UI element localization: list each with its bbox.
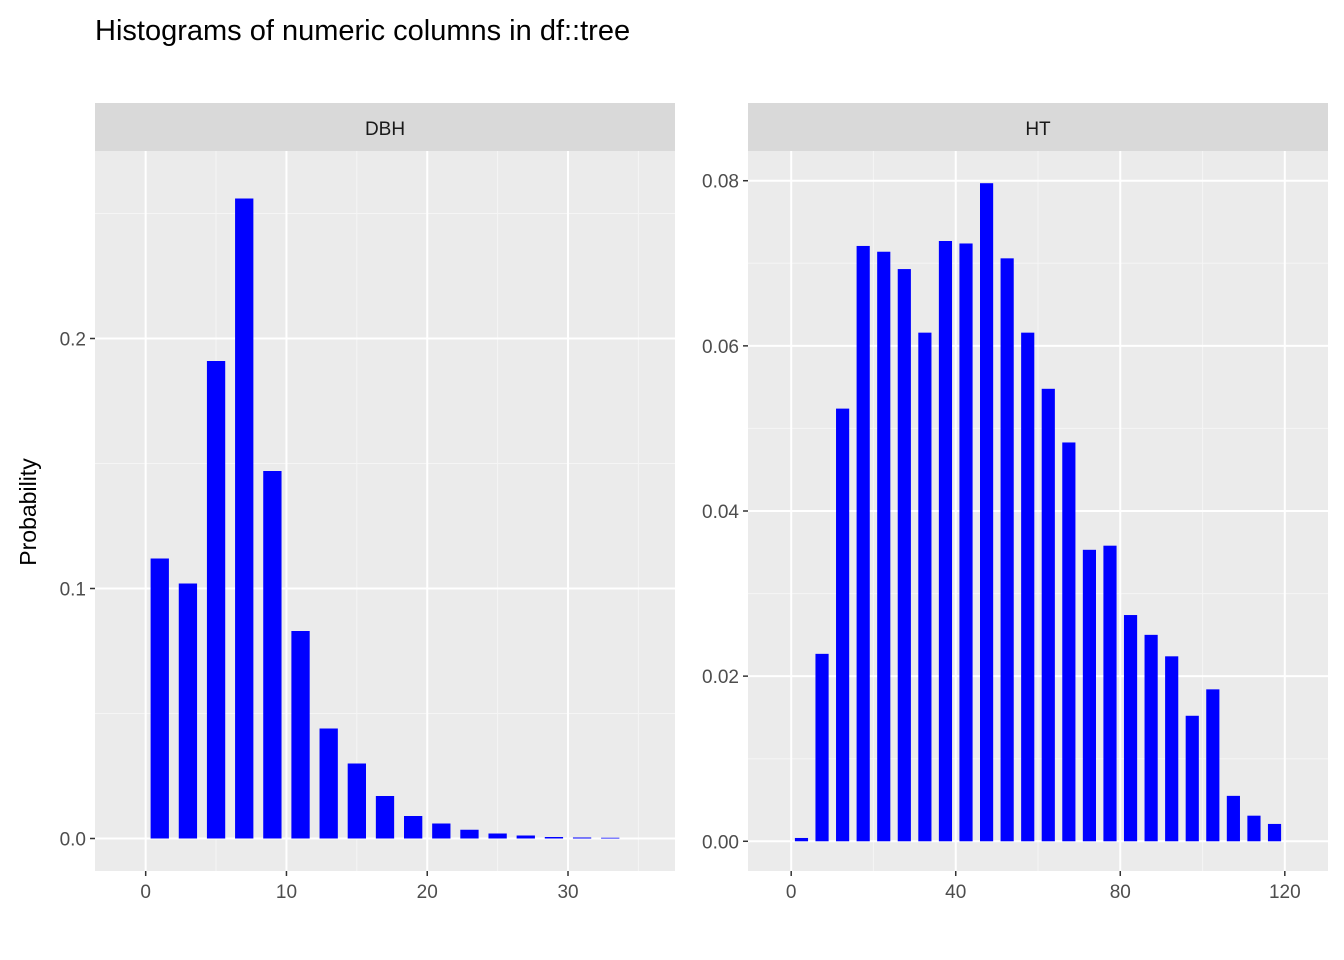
y-tick-label: 0.08 [702, 172, 739, 193]
histogram-bar [206, 361, 226, 839]
histogram-bar [1185, 715, 1199, 842]
histogram-bar [938, 241, 953, 842]
x-tick-label: 30 [557, 882, 578, 903]
histogram-bar [235, 198, 254, 839]
histogram-bar [404, 816, 423, 839]
histogram-bar [178, 583, 198, 839]
histogram-bar [1062, 442, 1076, 842]
chart-title: Histograms of numeric columns in df::tre… [95, 15, 630, 47]
bar-series [794, 183, 1282, 842]
histogram-bar [263, 471, 282, 839]
histogram-bar [1123, 615, 1138, 842]
x-tick-label: 0 [140, 882, 151, 903]
gridlines [748, 151, 1328, 871]
facet-strip [95, 103, 675, 151]
x-tick-label: 120 [1269, 882, 1301, 903]
facet-panel-ht: HT 0 40 80 120 0.00 0.02 0.04 0.06 0.08 [702, 103, 1328, 903]
histogram-bar [544, 837, 564, 839]
histogram-bar [1165, 656, 1179, 842]
histogram-bar [1144, 634, 1158, 842]
histogram-bar [1041, 388, 1055, 842]
x-tick-label: 40 [945, 882, 966, 903]
histogram-bar [1247, 815, 1261, 842]
y-tick-label: 0.1 [60, 580, 86, 601]
x-tick-label: 10 [276, 882, 297, 903]
histogram-bar [1021, 332, 1035, 842]
facet-panel-dbh: DBH 0 10 20 30 0.0 0.1 0.2 [60, 103, 675, 903]
histogram-bar [1082, 549, 1096, 842]
histogram-bar [572, 837, 592, 839]
facet-strip-label: HT [1025, 119, 1051, 140]
histogram-bar [319, 728, 338, 839]
x-axis: 0 40 80 120 [786, 871, 1301, 903]
x-axis: 0 10 20 30 [140, 871, 579, 903]
histogram-bar [815, 653, 829, 842]
histogram-bar [347, 763, 366, 839]
bar-series [150, 198, 620, 839]
histogram-bar [1103, 545, 1117, 842]
y-tick-label: 0.2 [60, 330, 86, 351]
facet-strip-label: DBH [365, 119, 405, 140]
histogram-bar [856, 245, 870, 842]
histogram-bar [877, 251, 891, 842]
y-axis-label: Probability [15, 458, 41, 566]
histogram-bar [432, 823, 451, 839]
x-tick-label: 20 [417, 882, 438, 903]
histogram-bar [601, 837, 620, 839]
histogram-bar [375, 796, 395, 839]
y-axis: 0.00 0.02 0.04 0.06 0.08 [702, 172, 748, 853]
y-axis: 0.0 0.1 0.2 [60, 330, 95, 851]
histogram-bar [1267, 823, 1282, 842]
x-tick-label: 80 [1110, 882, 1131, 903]
facet-strip [748, 103, 1328, 151]
y-tick-label: 0.0 [60, 830, 86, 851]
y-tick-label: 0.06 [702, 337, 739, 358]
histogram-bar [1000, 258, 1014, 842]
histogram-bar [980, 183, 994, 842]
histogram-bar [516, 835, 535, 839]
y-tick-label: 0.04 [702, 502, 739, 523]
x-tick-label: 0 [786, 882, 797, 903]
histogram-bar [897, 269, 911, 842]
gridlines [95, 151, 675, 871]
y-tick-label: 0.02 [702, 667, 739, 688]
histogram-bar [460, 829, 479, 839]
y-tick-label: 0.00 [702, 832, 739, 853]
histogram-bar [1206, 689, 1220, 842]
histogram-bar [959, 243, 973, 842]
histogram-bar [918, 332, 932, 842]
histogram-bar [1226, 795, 1240, 842]
histogram-bar [150, 558, 169, 839]
histogram-bar [836, 408, 850, 842]
histogram-bar [794, 837, 809, 842]
histogram-bar [488, 833, 507, 839]
histogram-bar [291, 631, 310, 839]
